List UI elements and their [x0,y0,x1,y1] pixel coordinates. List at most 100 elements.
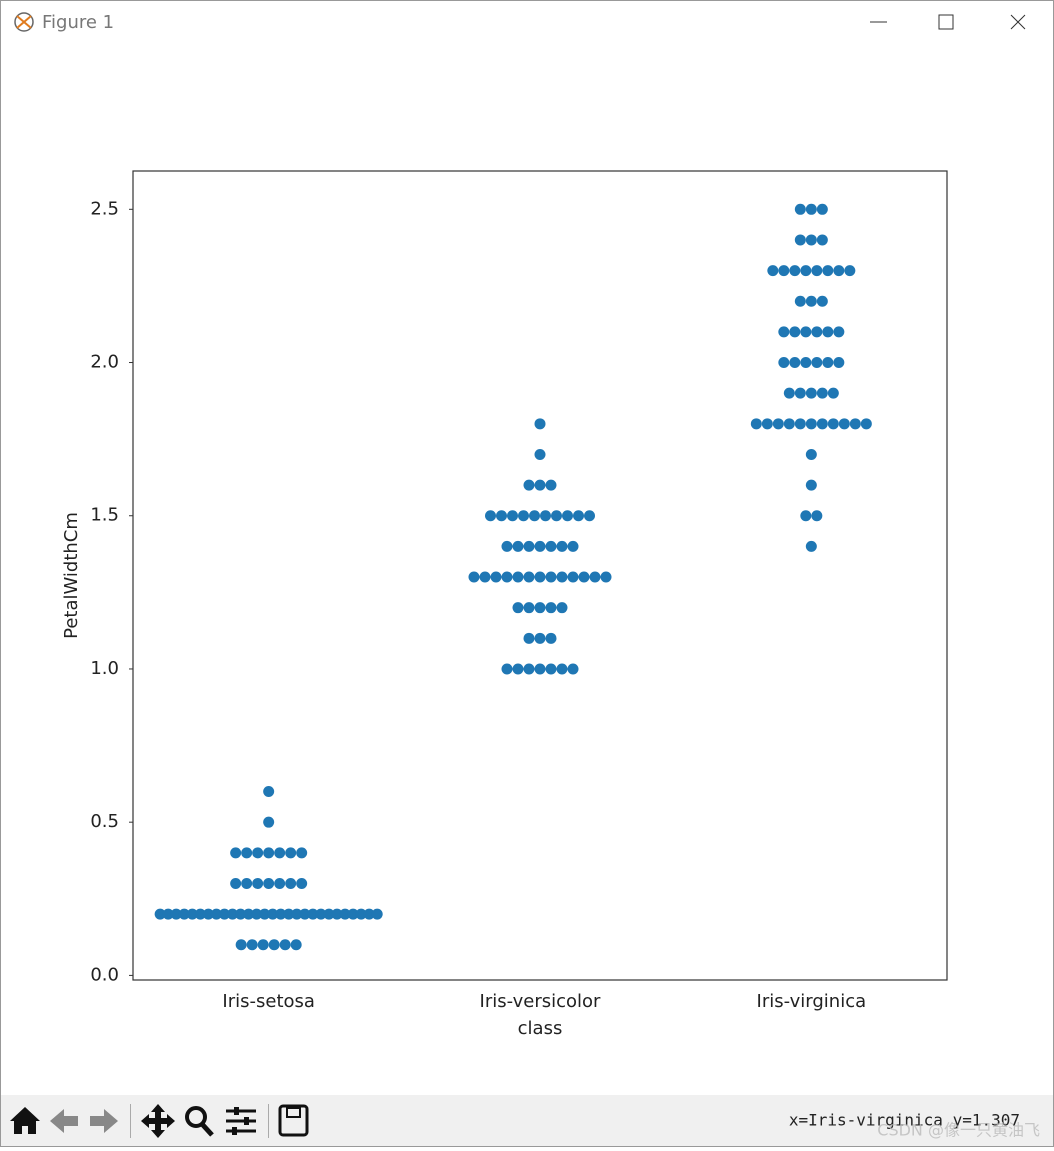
swarm-point [844,265,856,277]
swarm-point [263,816,275,828]
swarm-point [496,510,507,522]
swarm-point [805,448,817,460]
maximize-button[interactable] [938,14,954,30]
close-button[interactable] [1010,14,1026,30]
swarm-point [556,540,568,552]
swarm-point [252,877,264,889]
swarm-point [275,908,287,920]
swarm-point [556,663,568,675]
swarm-point [789,326,801,338]
save-button[interactable] [278,1104,309,1137]
swarm-point [800,357,812,369]
swarm-point [833,357,845,369]
swarm-point [772,418,784,430]
swarm-point [794,234,806,246]
swarm-point [331,908,343,920]
swarm-point [194,908,206,920]
swarm-point [578,571,590,583]
swarm-point [805,418,817,430]
swarm-point [778,357,790,369]
swarm-point [263,786,275,798]
swarm-point [816,418,828,430]
swarm-point [562,510,573,522]
x-axis-label: class [518,1018,563,1039]
swarm-point [800,510,812,522]
swarm-point [241,847,253,859]
swarm-point [178,908,190,920]
swarm-point [822,265,834,277]
swarm-point [512,540,524,552]
swarm-point [805,540,817,552]
swarm-point [833,326,845,338]
swarm-point [545,571,557,583]
configure-button[interactable] [226,1109,256,1133]
y-tick-label: 2.0 [90,352,119,373]
swarm-point [794,387,806,399]
swarm-point [805,479,817,491]
swarm-point [246,939,258,951]
swarm-point [805,234,817,246]
x-tick-label: Iris-setosa [222,991,315,1012]
swarm-point [794,295,806,307]
swarm-point [490,571,502,583]
swarm-point [800,326,812,338]
swarm-point [529,510,540,522]
swarm-point [783,387,795,399]
window-title: Figure 1 [42,12,114,33]
swarm-point [285,877,297,889]
swarm-point [789,357,801,369]
swarm-point [307,908,319,920]
swarm-point [805,387,817,399]
toolbar [1,1095,1053,1146]
pan-button[interactable] [141,1104,175,1138]
back-button[interactable] [50,1109,78,1133]
swarm-point [512,663,524,675]
swarm-point [822,357,834,369]
swarm-point [468,571,480,583]
swarm-point [551,510,562,522]
y-axis-label: PetalWidthCm [61,512,82,639]
swarm-point [523,632,535,644]
swarm-point [545,540,557,552]
swarm-point [794,418,806,430]
toolbar-icons [10,1104,309,1138]
swarm-point [263,847,275,859]
forward-button[interactable] [90,1109,118,1133]
watermark: CSDN @像一只黄油飞 [877,1121,1040,1140]
swarm-point [523,479,535,491]
swarm-point [523,602,535,614]
swarm-point [567,571,579,583]
swarm-point [794,203,806,215]
app-icon-mark [16,15,32,29]
swarm-point [479,571,491,583]
swarm-point [827,418,839,430]
swarm-point [512,602,524,614]
zoom-button[interactable] [185,1106,207,1128]
swarm-point [567,540,579,552]
swarm-point [816,295,828,307]
swarm-point [296,847,308,859]
y-tick-label: 1.5 [90,505,119,526]
swarm-point [534,479,546,491]
swarm-point [296,877,308,889]
swarm-point [750,418,762,430]
swarm-point [290,939,302,951]
swarm-point [545,479,557,491]
swarm-point [259,908,271,920]
swarm-point [816,234,828,246]
swarm-point [545,602,557,614]
swarm-point [534,571,546,583]
swarm-point [811,510,823,522]
swarm-point [267,908,279,920]
swarm-point [778,265,790,277]
swarm-point [833,265,845,277]
swarm-point [243,908,255,920]
swarm-point [540,510,551,522]
home-button[interactable] [10,1107,40,1134]
swarm-point [805,203,817,215]
swarm-point [589,571,601,583]
swarm-point [849,418,861,430]
swarm-point [827,387,839,399]
y-tick-label: 2.5 [90,198,119,219]
swarm-point [523,540,535,552]
